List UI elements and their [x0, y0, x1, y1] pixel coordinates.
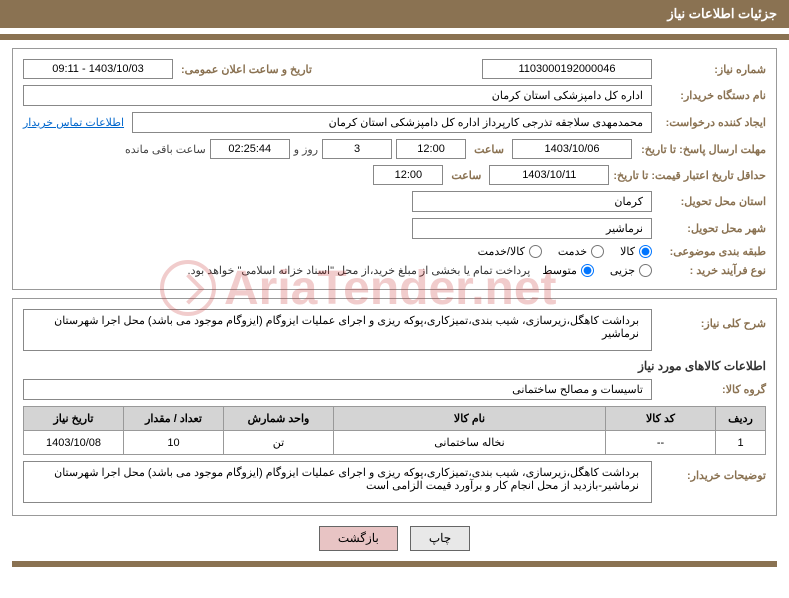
proc-medium-radio[interactable] — [581, 264, 594, 277]
td-code: -- — [606, 431, 716, 455]
need-number-label: شماره نیاز: — [656, 63, 766, 76]
table-header-row: ردیف کد کالا نام کالا واحد شمارش تعداد /… — [24, 407, 766, 431]
validity-label: حداقل تاریخ اعتبار قیمت: تا تاریخ: — [613, 169, 766, 182]
bottom-divider — [12, 561, 777, 567]
validity-time: 12:00 — [373, 165, 443, 185]
td-qty: 10 — [124, 431, 224, 455]
buyer-contact-link[interactable]: اطلاعات تماس خریدار — [23, 116, 128, 129]
td-unit: تن — [224, 431, 334, 455]
buyer-value: اداره کل دامپزشکی استان کرمان — [23, 85, 652, 106]
table-row: 1 -- نخاله ساختمانی تن 10 1403/10/08 — [24, 431, 766, 455]
details-box: شرح کلی نیاز: برداشت کاهگل،زیرسازی، شیب … — [12, 298, 777, 516]
th-qty: تعداد / مقدار — [124, 407, 224, 431]
process-label: نوع فرآیند خرید : — [656, 264, 766, 277]
remaining-label: ساعت باقی مانده — [125, 143, 206, 156]
proc-small-label: جزیی — [610, 264, 635, 277]
cat-service-option[interactable]: خدمت — [558, 245, 604, 258]
reply-deadline-time: 12:00 — [396, 139, 466, 159]
category-label: طبقه بندی موضوعی: — [656, 245, 766, 258]
countdown-value: 02:25:44 — [210, 139, 290, 159]
goods-table: ردیف کد کالا نام کالا واحد شمارش تعداد /… — [23, 406, 766, 455]
province-value: کرمان — [412, 191, 652, 212]
buyer-label: نام دستگاه خریدار: — [656, 89, 766, 102]
td-row: 1 — [716, 431, 766, 455]
days-value: 3 — [322, 139, 392, 159]
cat-service-radio[interactable] — [591, 245, 604, 258]
overview-label: شرح کلی نیاز: — [656, 309, 766, 330]
validity-date: 1403/10/11 — [489, 165, 609, 185]
province-label: استان محل تحویل: — [656, 195, 766, 208]
th-code: کد کالا — [606, 407, 716, 431]
td-name: نخاله ساختمانی — [334, 431, 606, 455]
cat-goods-label: کالا — [620, 245, 635, 258]
td-date: 1403/10/08 — [24, 431, 124, 455]
page-header: جزئیات اطلاعات نیاز — [0, 0, 789, 28]
th-name: نام کالا — [334, 407, 606, 431]
back-button[interactable]: بازگشت — [319, 526, 398, 551]
saat-label-1: ساعت — [470, 143, 508, 156]
overview-text: برداشت کاهگل،زیرسازی، شیب بندی،تمیزکاری،… — [23, 309, 652, 351]
saat-label-2: ساعت — [447, 169, 485, 182]
goods-section-title: اطلاعات کالاهای مورد نیاز — [23, 359, 766, 373]
goods-group-value: تاسیسات و مصالح ساختمانی — [23, 379, 652, 400]
cat-both-option[interactable]: کالا/خدمت — [478, 245, 542, 258]
proc-medium-option[interactable]: متوسط — [542, 264, 594, 277]
city-value: نرماشیر — [412, 218, 652, 239]
goods-group-label: گروه کالا: — [656, 383, 766, 396]
reply-deadline-date: 1403/10/06 — [512, 139, 632, 159]
process-note: پرداخت تمام یا بخشی از مبلغ خرید،از محل … — [188, 264, 531, 277]
rooz-va-label: روز و — [294, 143, 318, 156]
cat-goods-option[interactable]: کالا — [620, 245, 652, 258]
th-row: ردیف — [716, 407, 766, 431]
cat-goods-radio[interactable] — [639, 245, 652, 258]
th-unit: واحد شمارش — [224, 407, 334, 431]
process-radios: جزیی متوسط — [542, 264, 652, 277]
page-title: جزئیات اطلاعات نیاز — [667, 6, 777, 21]
cat-both-radio[interactable] — [529, 245, 542, 258]
print-button[interactable]: چاپ — [410, 526, 470, 551]
announce-label: تاریخ و ساعت اعلان عمومی: — [177, 63, 316, 76]
requester-value: محمدمهدی سلاجقه تذرجی کارپرداز اداره کل … — [132, 112, 652, 133]
buyer-notes-text: برداشت کاهگل،زیرسازی، شیب بندی،تمیزکاری،… — [23, 461, 652, 503]
cat-both-label: کالا/خدمت — [478, 245, 525, 258]
reply-deadline-label: مهلت ارسال پاسخ: تا تاریخ: — [636, 143, 766, 156]
main-info-box: شماره نیاز: 1103000192000046 تاریخ و ساع… — [12, 48, 777, 290]
th-date: تاریخ نیاز — [24, 407, 124, 431]
proc-medium-label: متوسط — [542, 264, 577, 277]
buyer-notes-label: توضیحات خریدار: — [656, 461, 766, 482]
cat-service-label: خدمت — [558, 245, 587, 258]
city-label: شهر محل تحویل: — [656, 222, 766, 235]
category-radios: کالا خدمت کالا/خدمت — [478, 245, 652, 258]
proc-small-radio[interactable] — [639, 264, 652, 277]
button-row: چاپ بازگشت — [12, 526, 777, 551]
proc-small-option[interactable]: جزیی — [610, 264, 652, 277]
announce-value: 1403/10/03 - 09:11 — [23, 59, 173, 79]
need-number-value: 1103000192000046 — [482, 59, 652, 79]
requester-label: ایجاد کننده درخواست: — [656, 116, 766, 129]
